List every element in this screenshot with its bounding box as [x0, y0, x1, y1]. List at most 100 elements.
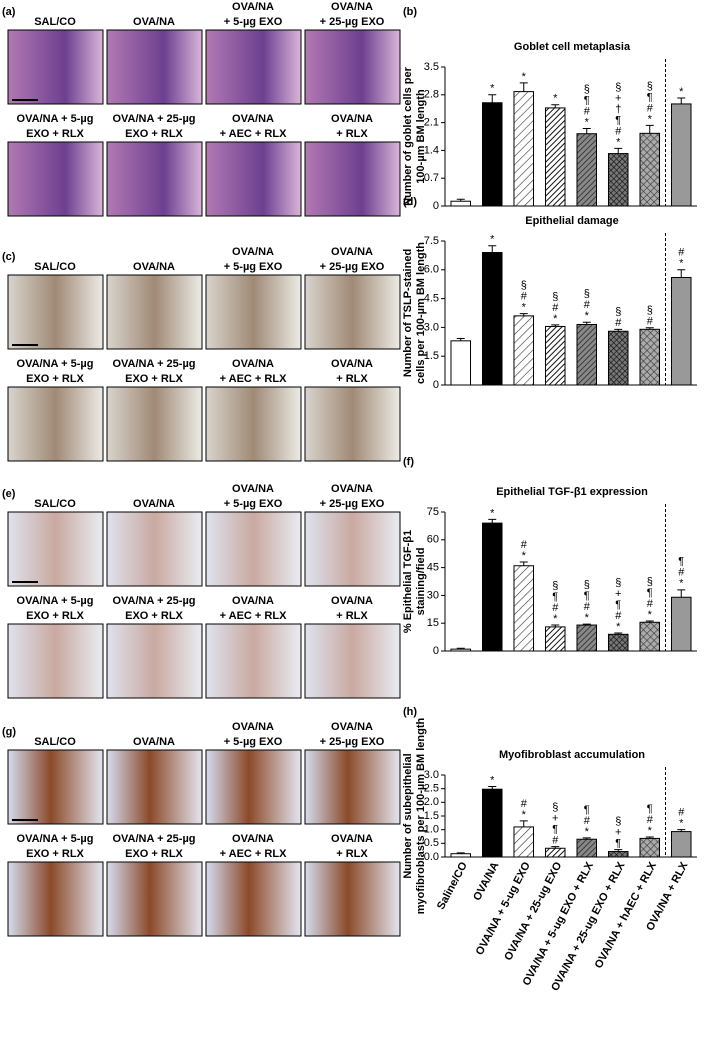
micrograph [7, 141, 104, 217]
micrograph [7, 623, 104, 699]
error-bar [582, 623, 591, 626]
significance-mark: + [615, 588, 621, 600]
y-tick-label: 45 [427, 562, 439, 574]
image-label: + 5-µg EXO [224, 16, 283, 28]
significance-mark: * [679, 86, 684, 98]
y-tick-label: 1.4 [424, 144, 439, 156]
significance-mark: ¶ [678, 556, 684, 568]
micrograph [205, 511, 302, 587]
panel-letter: (d) [403, 196, 417, 208]
bar [481, 102, 503, 207]
significance-mark: # [584, 815, 591, 827]
bar [670, 276, 692, 386]
error-bar [582, 321, 591, 325]
error-bar [551, 324, 560, 327]
image-label: OVA/NA [331, 246, 373, 258]
significance-mark: * [679, 578, 684, 590]
image-label: + AEC + RLX [220, 848, 287, 860]
bar [607, 330, 629, 386]
bar [513, 315, 535, 386]
y-tick-label: 6.0 [424, 264, 439, 276]
error-bar [614, 632, 623, 635]
bar [450, 200, 472, 207]
micrograph [205, 141, 302, 217]
error-bar [582, 128, 591, 134]
significance-mark: + [552, 813, 558, 825]
bar [639, 837, 661, 858]
image-label: OVA/NA + 5-µg [17, 113, 94, 125]
image-label: + AEC + RLX [220, 610, 287, 622]
significance-mark: † [615, 103, 621, 115]
panel-letter: (c) [2, 251, 16, 263]
image-label: OVA/NA + 5-µg [17, 833, 94, 845]
image-label: OVA/NA [331, 1, 373, 13]
micrograph [205, 623, 302, 699]
y-tick-label: 60 [427, 534, 439, 546]
bar [544, 847, 566, 858]
image-label: OVA/NA [331, 833, 373, 845]
panel-letter: (b) [403, 6, 417, 18]
panel-letter: (a) [2, 6, 16, 18]
chart-title: Goblet cell metaplasia [514, 41, 631, 53]
image-label: OVA/NA [331, 595, 373, 607]
significance-mark: * [585, 826, 590, 838]
error-bar [677, 829, 686, 832]
image-label: OVA/NA [232, 483, 274, 495]
y-axis-label: % Epithelial TGF-β1 [402, 530, 414, 633]
x-tick-label: Saline/CO [435, 860, 470, 912]
image-label: OVA/NA + 25-µg [112, 358, 195, 370]
y-axis-label: myofibroblasts per 100-µm BM length [415, 718, 427, 915]
bar [544, 626, 566, 652]
image-label: EXO + RLX [125, 610, 183, 622]
significance-mark: * [490, 83, 495, 95]
image-label: OVA/NA [232, 1, 274, 13]
significance-mark: # [678, 567, 685, 579]
image-label: + AEC + RLX [220, 373, 287, 385]
y-axis-label: Number of subepithelial [402, 753, 414, 878]
panel-letter: (f) [403, 456, 414, 468]
significance-mark: * [585, 310, 590, 322]
significance-mark: # [647, 316, 654, 328]
y-tick-label: 1.0 [424, 824, 439, 836]
significance-mark: # [615, 125, 622, 137]
image-label: OVA/NA [331, 721, 373, 733]
error-bar [614, 849, 623, 852]
significance-mark: * [616, 621, 621, 633]
x-tick-label: OVA/NA [471, 860, 501, 903]
y-axis-label: cells per 100-µm BM length [415, 242, 427, 384]
bar [639, 621, 661, 652]
significance-mark: # [584, 601, 591, 613]
y-tick-label: 4.5 [424, 293, 439, 305]
micrograph [106, 623, 203, 699]
image-label: OVA/NA [232, 358, 274, 370]
error-bar [488, 785, 497, 790]
x-tick-label: OVA/NA + 25-ug EXO [502, 860, 564, 963]
chart-title: Epithelial damage [525, 215, 619, 227]
significance-mark: ¶ [584, 94, 590, 106]
image-label: + RLX [336, 610, 368, 622]
significance-mark: # [615, 610, 622, 622]
y-tick-label: 75 [427, 506, 439, 518]
error-bar [488, 518, 497, 524]
significance-mark: § [584, 83, 590, 95]
image-label: OVA/NA [133, 498, 175, 510]
micrograph [304, 141, 401, 217]
significance-mark: # [521, 290, 528, 302]
significance-mark: * [648, 113, 653, 125]
image-label: + 25-µg EXO [320, 261, 385, 273]
significance-mark: * [522, 809, 527, 821]
y-tick-label: 15 [427, 617, 439, 629]
image-label: OVA/NA + 5-µg [17, 358, 94, 370]
significance-mark: ¶ [615, 114, 621, 126]
micrograph [106, 141, 203, 217]
bar [450, 853, 472, 858]
image-label: + 5-µg EXO [224, 261, 283, 273]
y-axis-label: 100-µm BM length [415, 89, 427, 184]
image-label: OVA/NA + 25-µg [112, 113, 195, 125]
y-tick-label: 2.8 [424, 89, 439, 101]
significance-mark: # [521, 798, 528, 810]
error-bar [614, 147, 623, 154]
bar [670, 831, 692, 858]
chart-title: Epithelial TGF-β1 expression [496, 486, 648, 498]
